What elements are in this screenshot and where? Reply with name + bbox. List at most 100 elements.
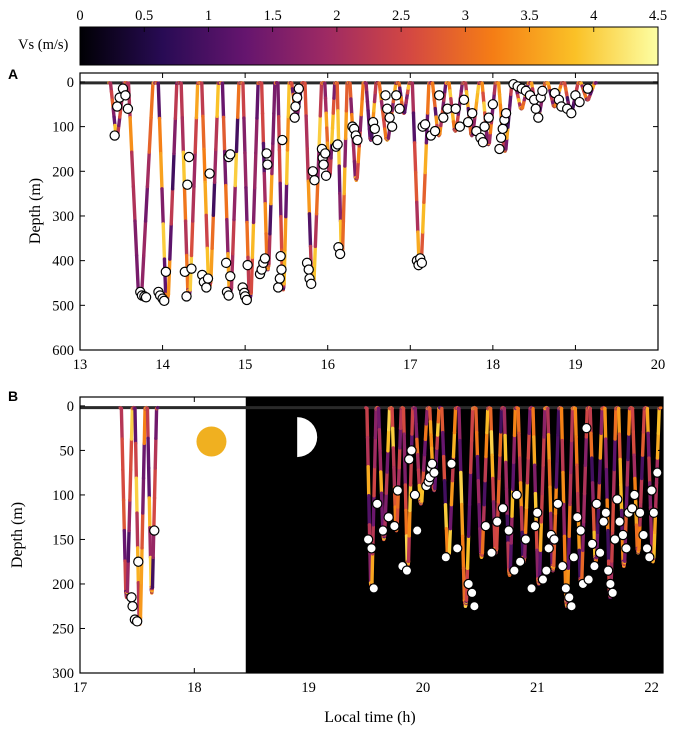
event-marker xyxy=(638,529,649,541)
dive-segment xyxy=(142,406,147,446)
dive-segment xyxy=(168,222,173,261)
dive-segment xyxy=(128,467,133,502)
dive-segment xyxy=(465,534,471,570)
dive-segment xyxy=(537,548,543,581)
colorbar-gradient xyxy=(79,26,659,66)
event-marker xyxy=(291,92,303,103)
dive-segment xyxy=(406,534,411,564)
colorbar-tick-label: 0 xyxy=(76,8,83,24)
dive-segment xyxy=(485,406,490,435)
dive-segment xyxy=(136,580,141,620)
event-marker xyxy=(557,560,568,572)
dive-segment xyxy=(286,81,291,119)
dive-segment xyxy=(121,467,126,502)
dive-segment xyxy=(497,92,503,107)
dive-segment xyxy=(603,437,609,472)
y-tick-label: 200 xyxy=(52,577,74,593)
dive-segment xyxy=(142,219,148,258)
event-marker xyxy=(416,257,428,269)
dive-segment xyxy=(410,81,416,115)
dive-segment xyxy=(459,502,465,539)
dive-segment xyxy=(268,202,273,236)
dive-segment xyxy=(234,115,240,154)
dive-segment xyxy=(330,126,335,145)
panel-a: 13 14 15 16 17 18 19 20 0 100 200 300 400 500 600 Dep… xyxy=(27,72,665,373)
dive-segment xyxy=(140,511,145,550)
event-marker xyxy=(140,292,152,303)
event-marker xyxy=(306,278,317,290)
dive-segment xyxy=(303,81,308,118)
dive-segment xyxy=(653,481,659,510)
dive-segment xyxy=(548,485,553,516)
event-marker xyxy=(486,547,497,559)
dive-segment xyxy=(435,433,440,450)
event-marker xyxy=(433,90,445,101)
dive-segment xyxy=(160,187,165,226)
y-tick-label: 150 xyxy=(52,532,74,548)
dive-segment xyxy=(511,460,516,491)
y-tick-label: 400 xyxy=(52,254,74,270)
event-marker xyxy=(241,294,252,306)
dive-segment xyxy=(504,136,509,151)
dive-segment xyxy=(153,436,158,470)
dive-segment xyxy=(183,219,189,258)
dive-segment xyxy=(398,426,403,450)
dive-segment xyxy=(397,446,402,470)
event-marker xyxy=(259,253,271,264)
event-marker xyxy=(511,489,522,501)
dive-segment xyxy=(626,432,631,462)
event-marker xyxy=(220,257,232,269)
x-tick-label: 20 xyxy=(416,680,431,696)
panel-a-x-ticks: 13 14 15 16 17 18 19 20 xyxy=(73,73,665,373)
event-marker xyxy=(429,467,440,478)
dive-segment xyxy=(214,114,219,151)
dive-segment xyxy=(630,406,635,434)
dive-segment xyxy=(547,459,552,489)
event-marker xyxy=(497,503,509,514)
dive-segment xyxy=(482,478,487,507)
dive-segment xyxy=(499,406,504,434)
dive-segment xyxy=(618,457,623,487)
dive-segment xyxy=(133,441,139,480)
dive-segment xyxy=(129,406,135,441)
dive-segment xyxy=(159,151,164,191)
dive-segment xyxy=(323,96,328,115)
dive-segment xyxy=(254,116,259,155)
dive-segment xyxy=(639,476,644,504)
dive-segment xyxy=(231,217,236,256)
dive-segment xyxy=(646,431,651,460)
dive-segment xyxy=(408,483,413,513)
dive-segment xyxy=(211,180,217,217)
dive-segment xyxy=(193,116,199,154)
dive-segment xyxy=(170,151,176,191)
dive-segment xyxy=(506,541,511,572)
dive-segment xyxy=(166,257,172,296)
dive-segment xyxy=(259,81,265,116)
event-marker xyxy=(309,175,320,186)
dive-segment xyxy=(194,81,200,120)
dive-segment xyxy=(134,476,139,515)
dive-segment xyxy=(494,523,500,551)
event-marker xyxy=(549,534,560,545)
dive-segment xyxy=(458,438,463,475)
dive-segment xyxy=(415,437,420,457)
dive-segment xyxy=(497,453,502,481)
dive-segment xyxy=(457,406,462,443)
dive-segment xyxy=(538,520,544,552)
dive-segment xyxy=(373,435,378,469)
dive-segment xyxy=(451,430,457,459)
event-marker xyxy=(362,534,374,545)
event-marker xyxy=(467,108,478,119)
dive-segment xyxy=(599,406,604,436)
dive-segment xyxy=(460,534,466,570)
dive-segment xyxy=(373,406,378,440)
dive-segment xyxy=(535,548,540,581)
panel-b-ylabel: Depth (m) xyxy=(9,502,26,568)
dive-segment xyxy=(496,81,502,96)
dive-segment xyxy=(180,116,186,154)
event-marker xyxy=(483,112,494,123)
dive-segment xyxy=(597,456,602,485)
dive-segment xyxy=(233,149,239,188)
dive-segment xyxy=(138,580,143,620)
